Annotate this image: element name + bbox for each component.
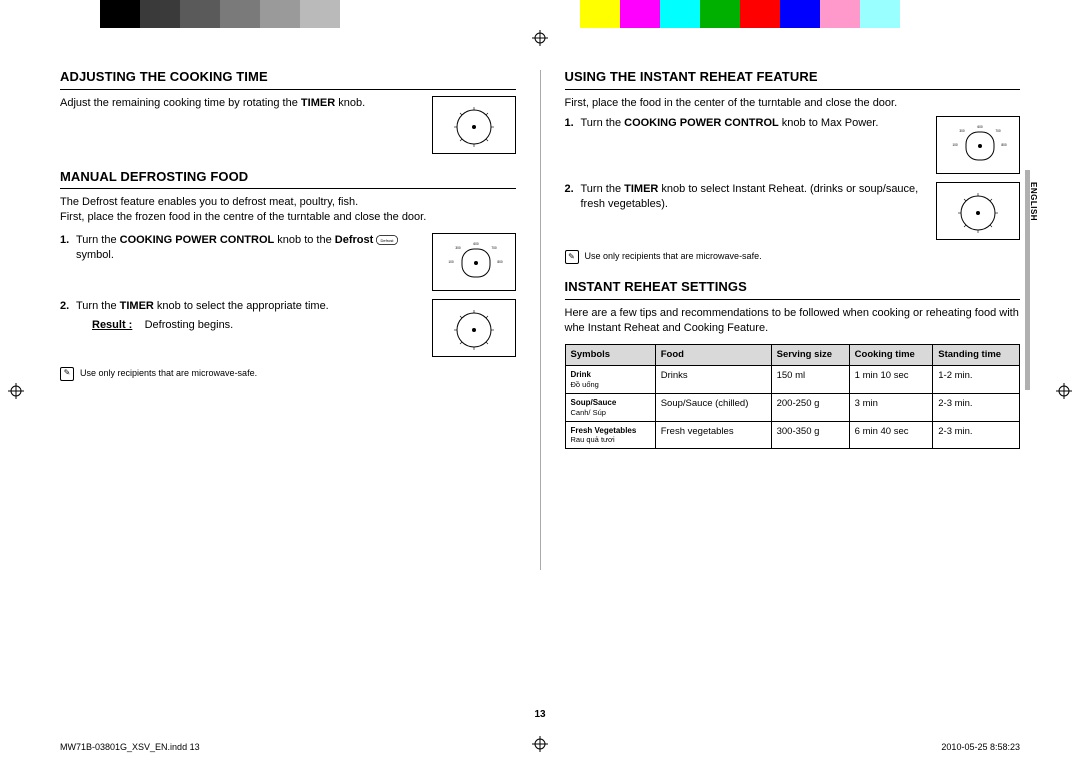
power-knob-diagram: 600 300 700 100 800 [432,233,516,291]
svg-text:300: 300 [959,129,965,133]
cell-stand: 2-3 min. [933,421,1020,449]
reheat-settings-intro: Here are a few tips and recommendations … [565,306,1021,336]
heading-adjust-cooking-time: ADJUSTING THE COOKING TIME [60,68,516,90]
cell-size: 200-250 g [771,394,849,422]
result-text: Defrosting begins. [145,319,234,331]
registration-mark-icon [1056,383,1072,399]
heading-reheat-settings: INSTANT REHEAT SETTINGS [565,278,1021,300]
th-serving: Serving size [771,344,849,366]
table-header-row: Symbols Food Serving size Cooking time S… [565,344,1020,366]
svg-text:Defrost: Defrost [381,238,395,243]
th-food: Food [655,344,771,366]
svg-text:100: 100 [448,260,454,264]
cell-size: 300-350 g [771,421,849,449]
note-icon: ✎ [60,367,74,381]
footer-filename: MW71B-03801G_XSV_EN.indd 13 [60,742,200,752]
th-standing: Standing time [933,344,1020,366]
print-color-bar [100,0,980,28]
footer-datetime: 2010-05-25 8:58:23 [941,742,1020,752]
cell-size: 150 ml [771,366,849,394]
defrost-intro-2: First, place the frozen food in the cent… [60,210,516,225]
reheat-settings-table: Symbols Food Serving size Cooking time S… [565,344,1021,450]
svg-text:600: 600 [473,242,479,246]
right-column: USING THE INSTANT REHEAT FEATURE First, … [565,68,1021,570]
cell-food: Soup/Sauce (chilled) [655,394,771,422]
cell-food: Fresh vegetables [655,421,771,449]
svg-text:800: 800 [1001,143,1007,147]
cell-cook: 3 min [849,394,933,422]
table-row: DrinkĐồ uốngDrinks150 ml1 min 10 sec1-2 … [565,366,1020,394]
table-row: Soup/SauceCanh/ SúpSoup/Sauce (chilled)2… [565,394,1020,422]
page-number: 13 [534,709,545,720]
th-cooking: Cooking time [849,344,933,366]
column-divider [540,70,541,570]
svg-text:700: 700 [995,129,1001,133]
cell-food: Drinks [655,366,771,394]
timer-knob-diagram [432,299,516,357]
heading-instant-reheat: USING THE INSTANT REHEAT FEATURE [565,68,1021,90]
defrost-symbol-icon: Defrost [376,235,398,245]
cell-stand: 1-2 min. [933,366,1020,394]
print-footer: MW71B-03801G_XSV_EN.indd 13 2010-05-25 8… [60,742,1020,752]
result-label: Result : [92,319,132,331]
cell-symbol: DrinkĐồ uống [565,366,655,394]
note-microwave-safe: ✎ Use only recipients that are microwave… [565,250,1021,264]
note-icon: ✎ [565,250,579,264]
defrost-step-2: 2. Turn the TIMER knob to select the app… [60,299,516,357]
cell-symbol: Fresh VegetablesRau quả tươi [565,421,655,449]
svg-text:800: 800 [497,260,503,264]
cell-stand: 2-3 min. [933,394,1020,422]
cell-cook: 6 min 40 sec [849,421,933,449]
defrost-intro-1: The Defrost feature enables you to defro… [60,195,516,210]
registration-mark-icon [8,383,24,399]
language-tab: ENGLISH [1029,182,1038,221]
registration-mark-icon [532,30,548,46]
table-row: Fresh VegetablesRau quả tươiFresh vegeta… [565,421,1020,449]
note-microwave-safe: ✎ Use only recipients that are microwave… [60,367,516,381]
svg-text:100: 100 [952,143,958,147]
heading-manual-defrost: MANUAL DEFROSTING FOOD [60,168,516,190]
cell-symbol: Soup/SauceCanh/ Súp [565,394,655,422]
svg-text:700: 700 [491,246,497,250]
th-symbols: Symbols [565,344,655,366]
svg-text:600: 600 [977,125,983,129]
timer-knob-diagram [432,96,516,154]
power-knob-diagram: 600 300 700 100 800 [936,116,1020,174]
svg-text:300: 300 [455,246,461,250]
defrost-step-1: 1. Turn the COOKING POWER CONTROL knob t… [60,233,516,291]
reheat-step-1: 1. Turn the COOKING POWER CONTROL knob t… [565,116,1021,174]
timer-knob-diagram [936,182,1020,240]
reheat-intro: First, place the food in the center of t… [565,96,1021,111]
adjust-text: Adjust the remaining cooking time by rot… [60,96,416,111]
reheat-step-2: 2. Turn the TIMER knob to select Instant… [565,182,1021,240]
left-column: ADJUSTING THE COOKING TIME Adjust the re… [60,68,516,570]
cell-cook: 1 min 10 sec [849,366,933,394]
